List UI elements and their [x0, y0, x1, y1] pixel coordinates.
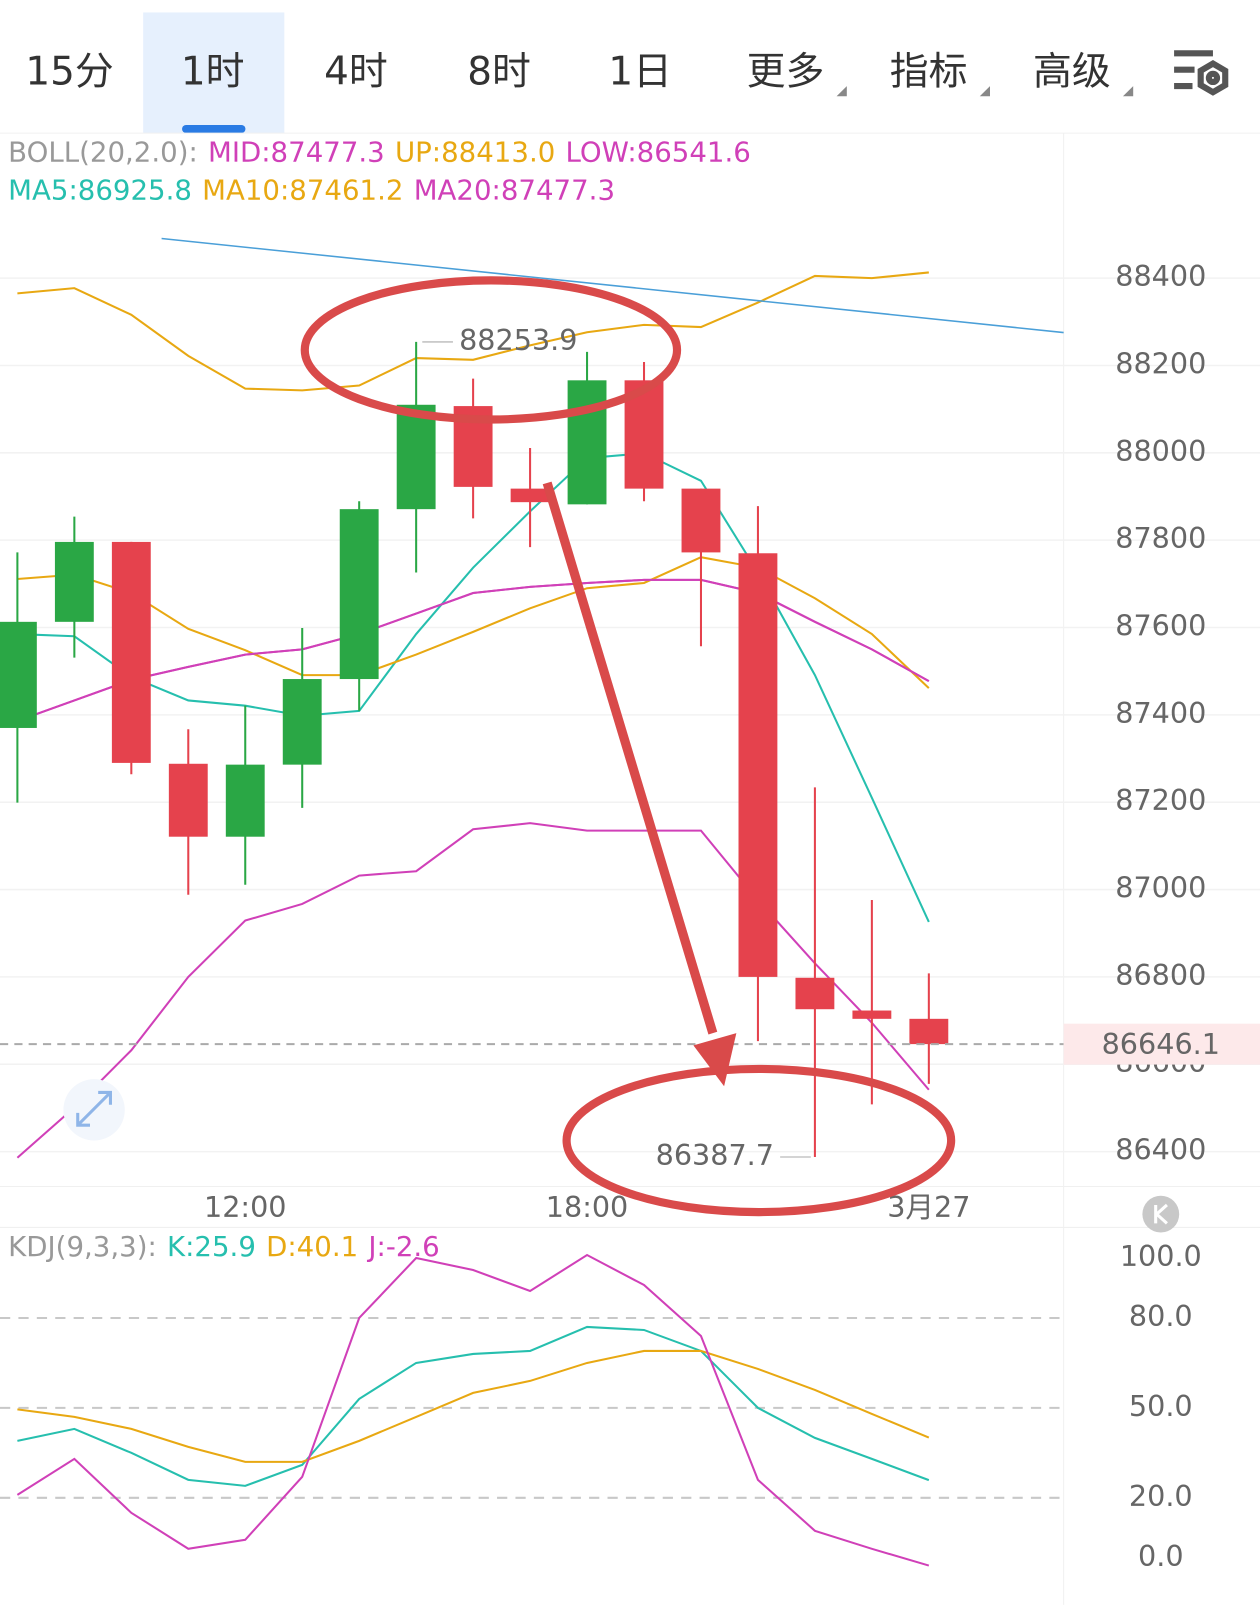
legend-item: J:-2.6 [366, 1230, 439, 1263]
tab[interactable]: 更多 [747, 49, 825, 94]
y-tick-label: 88200 [1115, 346, 1206, 380]
tab[interactable]: 15分 [25, 49, 113, 94]
active-tab-indicator [182, 124, 246, 134]
trend-line [161, 237, 1064, 334]
candle-body [225, 764, 265, 837]
y-tick-label: 20.0 [1129, 1479, 1193, 1513]
legend-item: MA20:87477.3 [414, 173, 615, 206]
indicator-line [17, 556, 930, 689]
tab[interactable]: 高级 [1033, 49, 1111, 94]
candle-body [567, 380, 607, 505]
indicator-line [17, 1325, 930, 1487]
y-tick-label: 80.0 [1129, 1299, 1193, 1333]
y-tick-label: 87000 [1115, 871, 1206, 905]
legend-item: D:40.1 [266, 1230, 358, 1263]
legend-item: BOLL(20,2.0): [8, 136, 198, 169]
y-tick-label: 87400 [1115, 696, 1206, 730]
legend-item: MA5:86925.8 [8, 173, 192, 206]
y-tick-label: 86800 [1115, 958, 1206, 992]
x-tick-label: 12:00 [204, 1190, 287, 1224]
candle-body [111, 541, 151, 763]
k-icon-glyph [1154, 1203, 1168, 1225]
y-tick-label: 86400 [1115, 1133, 1206, 1167]
arrow-shaft [542, 481, 718, 1035]
legend-item: UP:88413.0 [395, 136, 555, 169]
x-tick-label: 18:00 [546, 1190, 629, 1224]
highlight-ellipse [300, 276, 682, 424]
tab[interactable]: 1时 [181, 49, 245, 94]
max-label: 88253.9 [459, 323, 577, 357]
y-tick-label: 87800 [1115, 521, 1206, 555]
candle-body [681, 488, 721, 553]
candle-body [282, 679, 322, 765]
candle-body [795, 977, 835, 1010]
candle-body [510, 488, 550, 503]
candle-body [54, 541, 94, 622]
candle-body [396, 404, 436, 510]
legend-item: MA10:87461.2 [202, 173, 403, 206]
active-tab-bg [143, 12, 285, 134]
candle-body [339, 509, 379, 680]
legend-item: KDJ(9,3,3): [8, 1230, 157, 1263]
indicator-line [17, 578, 930, 722]
indicator-line [17, 271, 929, 392]
candle-body [0, 621, 37, 728]
settings-icon[interactable] [1174, 50, 1229, 96]
y-tick-label: 87600 [1115, 609, 1206, 643]
y-tick-label: 100.0 [1120, 1239, 1202, 1273]
candle-body [168, 763, 208, 837]
tab[interactable]: 4时 [324, 49, 388, 94]
x-tick-label: 3月27 [887, 1190, 970, 1224]
indicator-line [17, 452, 930, 923]
legend-item: LOW:86541.6 [566, 136, 751, 169]
min-label: 86387.7 [656, 1138, 774, 1172]
last-price-bg [1063, 1023, 1260, 1065]
candle-body [909, 1018, 949, 1045]
indicator-line [16, 1253, 930, 1567]
candle-body [738, 553, 778, 977]
candle-body [852, 1010, 892, 1019]
legend-item: MID:87477.3 [208, 136, 385, 169]
highlight-ellipse [562, 1064, 956, 1217]
tab[interactable]: 8时 [467, 49, 531, 94]
k-icon[interactable] [1142, 1195, 1180, 1233]
y-tick-label: 88400 [1115, 259, 1206, 293]
last-price-label: 86646.1 [1102, 1027, 1220, 1061]
y-tick-label: 87200 [1115, 783, 1206, 817]
legend-item: K:25.9 [167, 1230, 256, 1263]
tab[interactable]: 1日 [608, 49, 672, 94]
y-tick-label: 0.0 [1138, 1539, 1184, 1573]
indicator-line [17, 578, 930, 722]
expand-icon [76, 1090, 112, 1127]
indicator-line [16, 822, 930, 1159]
arrow-head [693, 1033, 737, 1087]
tab[interactable]: 指标 [890, 49, 968, 94]
y-tick-label: 88000 [1115, 434, 1206, 468]
indicator-line [17, 1349, 930, 1463]
y-tick-label: 50.0 [1129, 1389, 1193, 1423]
